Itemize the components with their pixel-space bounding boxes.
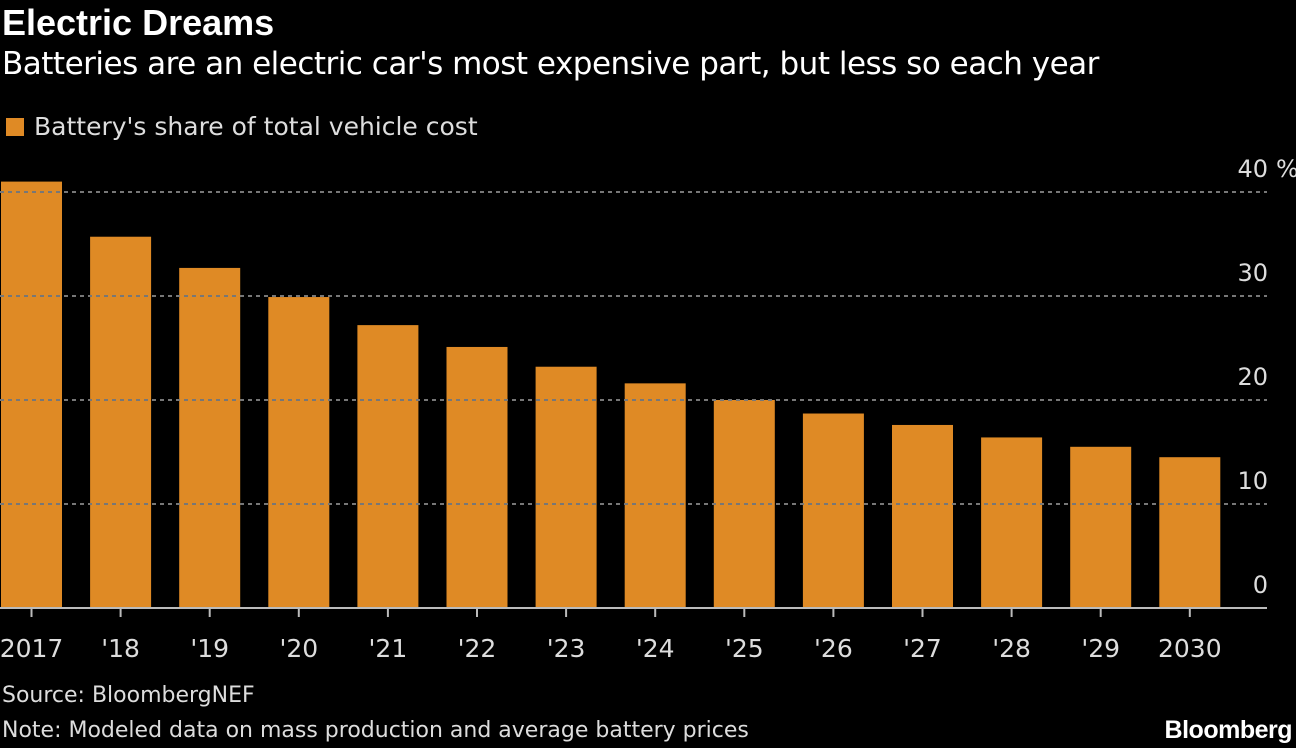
x-tick-label: '21 <box>369 634 408 663</box>
bar <box>268 297 330 608</box>
x-tick-label: '25 <box>725 634 764 663</box>
bar <box>624 383 686 608</box>
x-tick-label: '19 <box>190 634 229 663</box>
bar <box>981 437 1043 608</box>
x-tick-label: '29 <box>1081 634 1120 663</box>
x-tick-label: '24 <box>636 634 675 663</box>
x-tick-label: '18 <box>101 634 140 663</box>
bloomberg-logo: Bloomberg <box>1164 716 1293 744</box>
y-tick-label: 40 <box>1237 155 1268 183</box>
y-tick-label: 0 <box>1253 571 1268 599</box>
legend: Battery's share of total vehicle cost <box>6 112 478 141</box>
bar <box>179 267 241 608</box>
y-tick-label: 10 <box>1237 467 1268 495</box>
bar <box>1070 446 1132 608</box>
x-tick-label: '26 <box>814 634 853 663</box>
bar <box>90 236 152 608</box>
x-tick-label: 2030 <box>1158 634 1222 663</box>
chart-subtitle: Batteries are an electric car's most exp… <box>2 46 1099 82</box>
x-tick-label: '23 <box>547 634 586 663</box>
source-note: Source: BloombergNEF <box>2 683 255 708</box>
bar <box>1159 457 1221 608</box>
bar <box>535 366 597 608</box>
bar <box>357 325 419 608</box>
bar <box>802 413 864 608</box>
x-tick-label: '22 <box>458 634 497 663</box>
y-tick-label: 30 <box>1237 259 1268 287</box>
legend-swatch <box>6 117 24 136</box>
bar <box>892 424 953 608</box>
bar <box>1 181 62 608</box>
y-tick-label: 20 <box>1237 363 1268 391</box>
bar <box>446 346 508 608</box>
x-tick-label: '28 <box>992 634 1031 663</box>
legend-label: Battery's share of total vehicle cost <box>34 112 478 141</box>
chart-title: Electric Dreams <box>2 2 275 43</box>
x-tick-label: '20 <box>279 634 318 663</box>
y-unit-label: % <box>1276 155 1296 183</box>
footnote: Note: Modeled data on mass production an… <box>2 718 749 743</box>
x-tick-label: 2017 <box>0 634 63 663</box>
x-tick-label: '27 <box>903 634 942 663</box>
